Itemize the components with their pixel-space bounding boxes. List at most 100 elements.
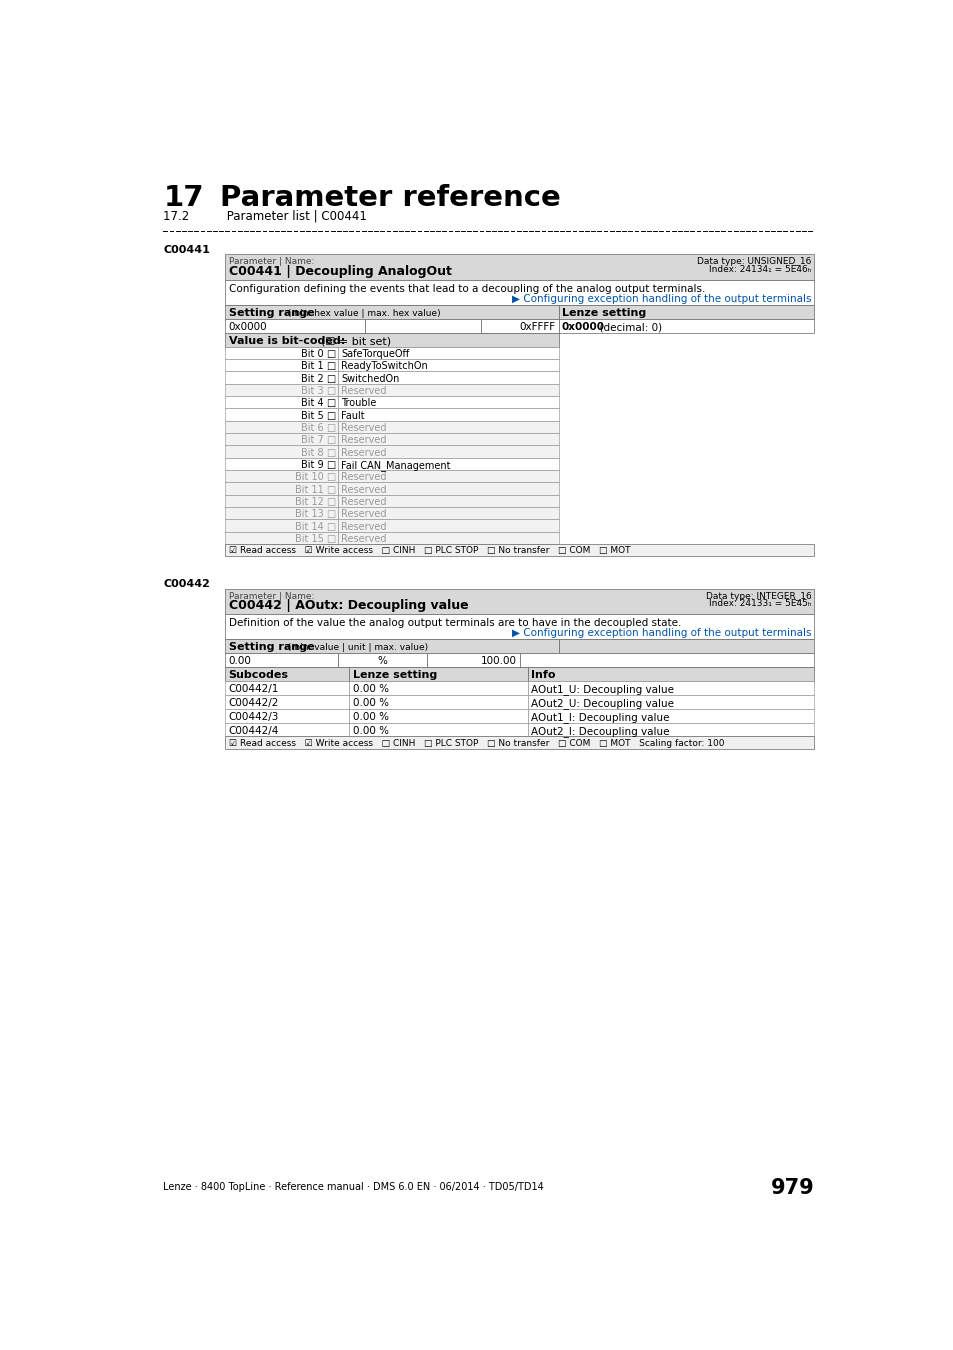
Bar xyxy=(225,433,337,446)
Text: Reserved: Reserved xyxy=(340,485,386,494)
Text: ▶ Configuring exception handling of the output terminals: ▶ Configuring exception handling of the … xyxy=(512,628,810,637)
Text: □: □ xyxy=(326,423,335,433)
Text: 17: 17 xyxy=(163,184,204,212)
Text: Definition of the value the analog output terminals are to have in the decoupled: Definition of the value the analog outpu… xyxy=(229,618,680,628)
Text: Bit 1: Bit 1 xyxy=(301,362,323,371)
Text: (decimal: 0): (decimal: 0) xyxy=(592,323,661,332)
Text: C00442/4: C00442/4 xyxy=(229,726,278,736)
Text: Lenze · 8400 TopLine · Reference manual · DMS 6.0 EN · 06/2014 · TD05/TD14: Lenze · 8400 TopLine · Reference manual … xyxy=(163,1183,543,1192)
Bar xyxy=(337,396,558,409)
Text: AOut1_U: Decoupling value: AOut1_U: Decoupling value xyxy=(530,684,673,695)
Bar xyxy=(349,722,527,736)
Text: Parameter | Name:: Parameter | Name: xyxy=(229,258,314,266)
Text: Bit 13: Bit 13 xyxy=(294,509,323,520)
Text: ☑ Read access   ☑ Write access   □ CINH   □ PLC STOP   □ No transfer   □ COM   □: ☑ Read access ☑ Write access □ CINH □ PL… xyxy=(229,547,629,555)
Bar xyxy=(337,508,558,520)
Bar xyxy=(225,653,337,667)
Text: Parameter reference: Parameter reference xyxy=(220,184,560,212)
Text: Reserved: Reserved xyxy=(340,533,386,544)
Text: Reserved: Reserved xyxy=(340,448,386,458)
Text: Reserved: Reserved xyxy=(340,497,386,508)
Bar xyxy=(558,640,814,653)
Text: ☑ Read access   ☑ Write access   □ CINH   □ PLC STOP   □ No transfer   □ COM   □: ☑ Read access ☑ Write access □ CINH □ PL… xyxy=(229,738,723,748)
Bar xyxy=(527,709,814,722)
Bar xyxy=(527,667,814,680)
Text: Setting range: Setting range xyxy=(229,308,314,319)
Text: □: □ xyxy=(326,386,335,396)
Text: Bit 4: Bit 4 xyxy=(301,398,323,409)
Text: Bit 0: Bit 0 xyxy=(301,350,323,359)
Bar xyxy=(337,520,558,532)
Text: 979: 979 xyxy=(770,1179,814,1199)
Bar xyxy=(225,396,337,409)
Text: Reserved: Reserved xyxy=(340,472,386,482)
Bar xyxy=(337,421,558,433)
Text: Bit 5: Bit 5 xyxy=(301,410,323,421)
Text: Fail CAN_Management: Fail CAN_Management xyxy=(340,460,450,471)
Bar xyxy=(225,544,814,556)
Text: Bit 3: Bit 3 xyxy=(301,386,323,396)
Text: □: □ xyxy=(326,350,335,359)
Bar xyxy=(337,482,558,494)
Text: C00442/3: C00442/3 xyxy=(229,711,278,722)
Bar xyxy=(337,433,558,446)
Bar xyxy=(225,319,365,333)
Text: ▶ Configuring exception handling of the output terminals: ▶ Configuring exception handling of the … xyxy=(512,294,810,304)
Text: 17.2          Parameter list | C00441: 17.2 Parameter list | C00441 xyxy=(163,209,367,223)
Text: □: □ xyxy=(326,460,335,470)
Text: Index: 24134₁ = 5E46ₕ: Index: 24134₁ = 5E46ₕ xyxy=(708,265,810,274)
Text: □: □ xyxy=(326,410,335,421)
Text: 0x0000: 0x0000 xyxy=(229,323,267,332)
Text: Bit 8: Bit 8 xyxy=(301,448,323,458)
Bar xyxy=(225,614,814,640)
Text: □: □ xyxy=(326,533,335,544)
Bar xyxy=(337,458,558,470)
Text: C00442: C00442 xyxy=(163,579,210,590)
Bar xyxy=(558,305,814,319)
Text: 0.00 %: 0.00 % xyxy=(353,726,388,736)
Text: Bit 14: Bit 14 xyxy=(294,521,323,532)
Bar xyxy=(427,653,519,667)
Text: AOut1_I: Decoupling value: AOut1_I: Decoupling value xyxy=(530,711,669,722)
Bar xyxy=(349,680,527,695)
Text: 0.00 %: 0.00 % xyxy=(353,698,388,707)
Bar xyxy=(225,333,558,347)
Text: (☑ = bit set): (☑ = bit set) xyxy=(314,336,391,346)
Bar xyxy=(527,695,814,709)
Bar xyxy=(337,409,558,421)
Text: C00441: C00441 xyxy=(163,246,210,255)
Bar xyxy=(337,470,558,482)
Text: Bit 6: Bit 6 xyxy=(301,423,323,433)
Text: Fault: Fault xyxy=(340,410,364,421)
Bar xyxy=(337,532,558,544)
Bar xyxy=(225,482,337,494)
Text: Setting range: Setting range xyxy=(229,643,314,652)
Text: □: □ xyxy=(326,398,335,409)
Bar xyxy=(225,383,337,396)
Bar xyxy=(337,494,558,508)
Bar xyxy=(519,653,814,667)
Bar xyxy=(225,446,337,458)
Text: Bit 7: Bit 7 xyxy=(301,435,323,446)
Bar xyxy=(337,347,558,359)
Text: Reserved: Reserved xyxy=(340,423,386,433)
Text: Reserved: Reserved xyxy=(340,521,386,532)
Text: □: □ xyxy=(326,472,335,482)
Bar xyxy=(349,667,527,680)
Bar xyxy=(480,319,558,333)
Bar xyxy=(337,371,558,383)
Bar xyxy=(225,409,337,421)
Text: Trouble: Trouble xyxy=(340,398,375,409)
Bar xyxy=(225,508,337,520)
Text: ReadyToSwitchOn: ReadyToSwitchOn xyxy=(340,362,427,371)
Bar xyxy=(225,494,337,508)
Bar xyxy=(225,470,337,482)
Bar xyxy=(225,254,814,279)
Text: AOut2_U: Decoupling value: AOut2_U: Decoupling value xyxy=(530,698,673,709)
Text: Lenze setting: Lenze setting xyxy=(561,308,645,319)
Bar xyxy=(225,640,558,653)
Bar xyxy=(349,709,527,722)
Text: □: □ xyxy=(326,521,335,532)
Text: %: % xyxy=(377,656,387,667)
Bar xyxy=(225,722,349,736)
